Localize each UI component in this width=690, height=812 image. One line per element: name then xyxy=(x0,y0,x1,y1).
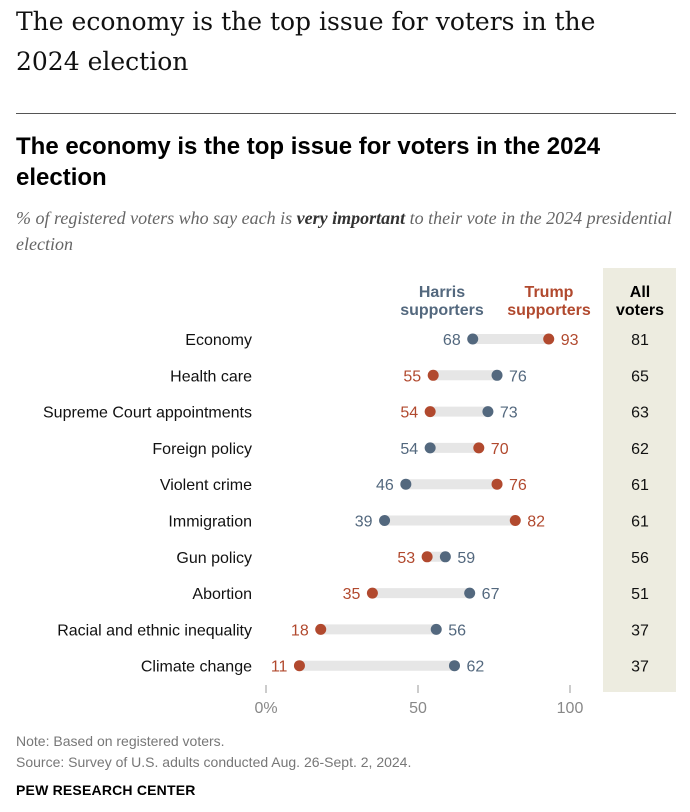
all-voters-value: 37 xyxy=(631,659,649,676)
all-voters-value: 63 xyxy=(631,405,649,422)
x-axis-tick-label: 0% xyxy=(254,700,277,717)
trump-dot xyxy=(491,478,503,490)
harris-dot xyxy=(448,660,460,672)
trump-value-label: 11 xyxy=(271,659,288,676)
harris-value-label: 68 xyxy=(443,332,461,349)
all-voters-value: 81 xyxy=(631,332,649,349)
trump-header-line-1: Trump xyxy=(525,284,574,301)
category-label: Economy xyxy=(185,332,252,349)
harris-value-label: 62 xyxy=(466,659,484,676)
category-label: Violent crime xyxy=(160,477,252,494)
trump-value-label: 76 xyxy=(509,477,527,494)
trump-dot xyxy=(421,551,433,563)
title-divider xyxy=(16,113,676,114)
all-voters-column-bg xyxy=(603,268,676,692)
category-label: Climate change xyxy=(141,659,252,676)
trump-dot xyxy=(427,369,439,381)
harris-value-label: 39 xyxy=(355,514,373,531)
trump-value-label: 53 xyxy=(397,550,415,567)
harris-dot xyxy=(424,442,436,454)
trump-dot xyxy=(509,515,521,526)
trump-value-label: 54 xyxy=(400,405,418,422)
all-voters-header-line-2: voters xyxy=(616,302,664,319)
trump-dot xyxy=(315,623,327,635)
category-label: Abortion xyxy=(192,586,252,603)
harris-dot xyxy=(464,587,476,599)
subtitle-text-end: to their vote in the 2024 presidential e… xyxy=(16,208,672,254)
harris-dot xyxy=(439,551,451,563)
harris-dot xyxy=(379,515,391,526)
chart-source: Source: Survey of U.S. adults conducted … xyxy=(16,754,412,770)
harris-value-label: 73 xyxy=(500,405,518,422)
category-label: Immigration xyxy=(168,514,252,531)
all-voters-value: 56 xyxy=(631,550,649,567)
chart-note: Note: Based on registered voters. xyxy=(16,733,225,749)
chart-title: The economy is the top issue for voters … xyxy=(16,133,601,191)
all-voters-value: 65 xyxy=(631,368,649,385)
trump-dot xyxy=(543,333,555,345)
harris-header-line-2: supporters xyxy=(400,302,484,319)
trump-value-label: 35 xyxy=(343,586,361,603)
trump-header-line-2: supporters xyxy=(507,302,591,319)
page-title: The economy is the top issue for voters … xyxy=(16,7,596,76)
harris-value-label: 46 xyxy=(376,477,394,494)
trump-dot xyxy=(424,406,436,418)
trump-value-label: 93 xyxy=(561,332,579,349)
all-voters-value: 61 xyxy=(631,477,649,494)
harris-value-label: 56 xyxy=(448,622,466,639)
harris-dot xyxy=(400,478,412,490)
harris-value-label: 59 xyxy=(457,550,475,567)
category-label: Health care xyxy=(170,368,252,385)
all-voters-value: 51 xyxy=(631,586,649,603)
category-label: Supreme Court appointments xyxy=(43,405,252,422)
trump-value-label: 82 xyxy=(527,514,545,531)
x-axis-tick-label: 100 xyxy=(557,700,584,717)
harris-header-line-1: Harris xyxy=(419,284,465,301)
subtitle-text-start: % of registered voters who say each is xyxy=(16,208,297,228)
category-label: Racial and ethnic inequality xyxy=(57,622,252,639)
all-voters-header-line-1: All xyxy=(630,284,650,301)
all-voters-value: 61 xyxy=(631,514,649,531)
harris-dot xyxy=(482,406,494,418)
trump-value-label: 70 xyxy=(491,441,509,458)
trump-value-label: 18 xyxy=(291,622,309,639)
harris-value-label: 76 xyxy=(509,368,527,385)
all-voters-value: 37 xyxy=(631,622,649,639)
subtitle-emphasis: very important xyxy=(296,208,406,228)
category-label: Foreign policy xyxy=(152,441,252,458)
category-label: Gun policy xyxy=(176,550,252,567)
harris-value-label: 67 xyxy=(482,586,500,603)
trump-dot xyxy=(473,442,485,454)
x-axis-tick-label: 50 xyxy=(409,700,427,717)
trump-value-label: 55 xyxy=(403,368,421,385)
harris-dot xyxy=(467,333,479,345)
brand-label: PEW RESEARCH CENTER xyxy=(16,782,196,798)
all-voters-value: 62 xyxy=(631,441,649,458)
chart-subtitle: % of registered voters who say each is v… xyxy=(16,205,676,257)
harris-value-label: 54 xyxy=(400,441,418,458)
harris-dot xyxy=(491,369,503,381)
harris-dot xyxy=(430,623,442,635)
trump-dot xyxy=(293,660,305,672)
trump-dot xyxy=(366,587,378,599)
